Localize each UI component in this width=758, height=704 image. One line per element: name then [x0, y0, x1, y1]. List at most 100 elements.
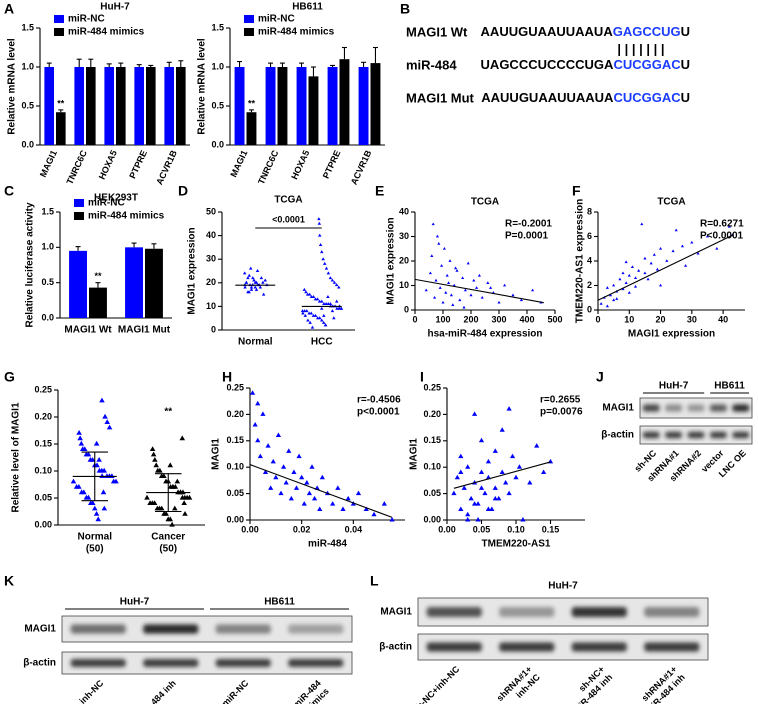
- data-point: [527, 480, 533, 485]
- data-point: [615, 297, 619, 300]
- legend-swatch: [74, 199, 84, 207]
- legend-label: miR-484 mimics: [258, 27, 335, 38]
- y-axis-label: Relative mRNA level: [7, 38, 18, 135]
- stat-label: R=0.6271: [700, 219, 744, 230]
- blot-title: HuH-7: [548, 581, 578, 592]
- data-point: [441, 300, 445, 304]
- data-point: [319, 474, 325, 480]
- data-point: [106, 424, 113, 430]
- blot-row-label: β-actin: [23, 658, 56, 669]
- bar: [339, 59, 350, 146]
- data-point: [101, 505, 108, 511]
- data-point: [633, 276, 638, 280]
- x-tick-label: MAGI1: [228, 149, 249, 179]
- pairing: | | | | | | |: [617, 41, 664, 56]
- x-tick-label: 0.15: [542, 524, 560, 534]
- data-point: [283, 480, 289, 485]
- stat-label: r=-0.4506: [357, 395, 401, 406]
- data-point: [466, 261, 470, 265]
- data-point: [475, 501, 481, 506]
- bar: [308, 76, 319, 145]
- data-point: [154, 505, 161, 511]
- chart-title: TCGA: [274, 195, 302, 206]
- data-point: [306, 318, 310, 322]
- y-tick-label: 10: [399, 280, 409, 290]
- y-tick-label: 0.10: [423, 462, 441, 472]
- data-point: [273, 474, 279, 480]
- data-point: [93, 440, 100, 446]
- sequence-part: U: [681, 57, 690, 72]
- x-axis-label: miR-484: [308, 539, 347, 550]
- x-tick-label: 0.10: [507, 524, 525, 534]
- y-axis-label: MAGI1: [409, 438, 420, 470]
- data-point: [630, 265, 634, 269]
- data-point: [268, 485, 274, 490]
- data-point: [91, 505, 98, 511]
- panel-label: D: [178, 183, 188, 199]
- data-point: [458, 453, 464, 459]
- data-point: [696, 251, 700, 255]
- data-point: [242, 271, 247, 275]
- data-point: [465, 511, 471, 517]
- sequence-part: U: [681, 90, 690, 105]
- data-point: [540, 469, 547, 474]
- data-point: [317, 233, 322, 237]
- data-point: [531, 288, 535, 292]
- data-point: [643, 256, 647, 260]
- data-point: [612, 283, 616, 287]
- data-point: [301, 311, 305, 315]
- x-tick-label: 0.05: [473, 524, 491, 534]
- sequence-part: UAGCCCUCCCCUGA: [481, 57, 614, 72]
- blot-band: [70, 624, 126, 634]
- x-axis-label: TMEM220-AS1: [482, 539, 551, 550]
- y-tick-label: 0.00: [34, 519, 52, 529]
- y-axis-label: TMEM220-AS1 expression: [575, 199, 586, 324]
- data-point: [247, 273, 251, 277]
- chart-title: HB611: [292, 2, 323, 13]
- x-tick-label: MAGI1 Mut: [118, 325, 171, 336]
- data-point: [321, 320, 326, 324]
- y-axis-label: Relative mRNA level: [197, 38, 208, 135]
- blot-band: [665, 431, 683, 439]
- data-point: [332, 280, 337, 284]
- data-point: [506, 490, 512, 496]
- blot-band: [215, 659, 271, 667]
- data-point: [246, 276, 250, 280]
- data-point: [310, 325, 315, 329]
- bar: [358, 67, 369, 145]
- data-point: [158, 473, 165, 478]
- sequence: AAUUGUAAUUAAUACUCGGACU: [481, 90, 690, 105]
- data-point: [618, 277, 622, 281]
- panel-label: A: [4, 1, 14, 17]
- chart-title: TCGA: [657, 197, 685, 208]
- data-point: [655, 267, 659, 271]
- data-point: [503, 283, 507, 287]
- data-point: [624, 260, 628, 264]
- blot-band: [70, 659, 126, 667]
- data-point: [96, 457, 102, 462]
- x-tick-label: 0.00: [241, 524, 259, 534]
- bar: [44, 67, 54, 145]
- data-point: [690, 240, 694, 244]
- x-tick-label: 200: [463, 314, 478, 324]
- y-axis-label: MAGI1 expression: [386, 217, 397, 304]
- data-point: [300, 309, 305, 313]
- y-tick-label: 1.5: [211, 22, 224, 32]
- blot-band: [687, 431, 705, 439]
- blot-row-label: β-actin: [601, 430, 634, 441]
- sequence-label: MAGI1 Mut: [406, 90, 475, 105]
- data-point: [261, 292, 266, 296]
- data-point: [437, 242, 441, 245]
- chart-title: TCGA: [471, 197, 499, 208]
- data-point: [305, 292, 310, 296]
- bar: [125, 247, 143, 318]
- data-point: [95, 516, 102, 522]
- data-point: [317, 299, 322, 303]
- data-point: [624, 281, 628, 284]
- data-point: [345, 495, 351, 501]
- data-point: [492, 495, 498, 501]
- data-point: [258, 285, 263, 289]
- x-tick-label: 100: [435, 314, 450, 324]
- data-point: [643, 271, 647, 275]
- x-tick-label: HOXA5: [97, 149, 119, 181]
